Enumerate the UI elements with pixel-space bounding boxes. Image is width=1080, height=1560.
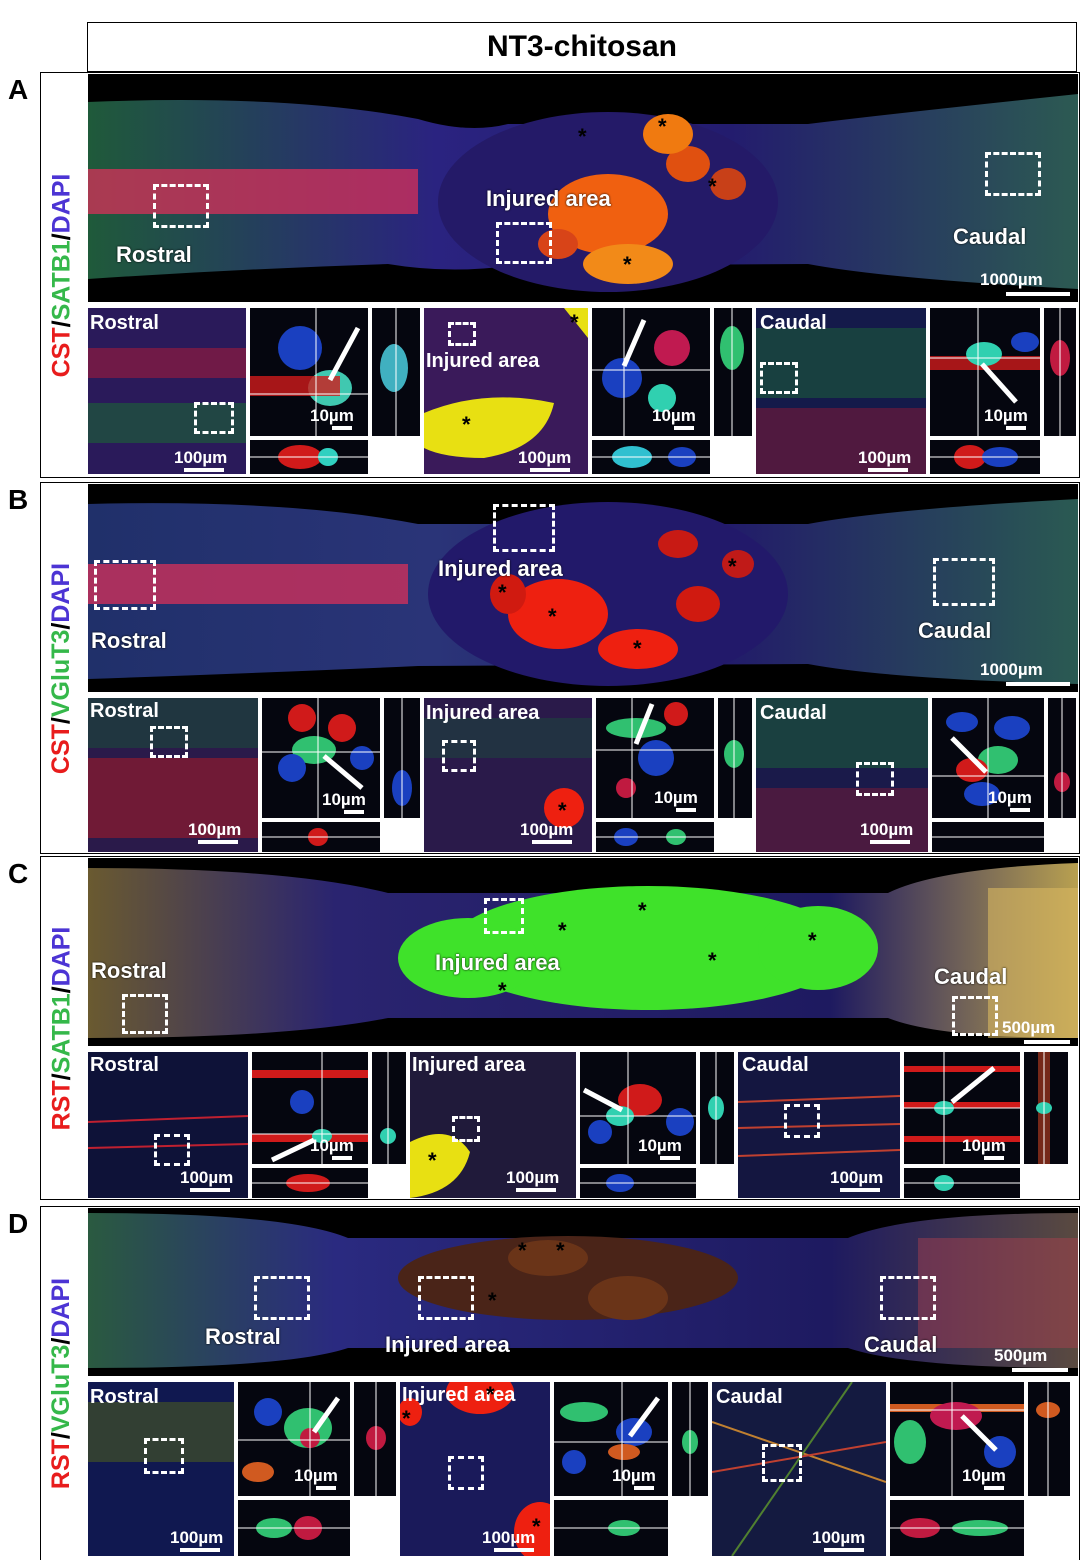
panel-a-injured-low: Injured area * * 100µm xyxy=(424,308,588,474)
panel-c-injured-high: 10µm xyxy=(580,1052,696,1164)
panel-b-overview-image: * * * * Rostral Injured area Caudal 1000… xyxy=(88,484,1078,692)
panel-a-rostral-label: Rostral xyxy=(90,312,159,334)
panel-a-overview-rostral: Rostral xyxy=(116,242,192,267)
panel-b-overview-scalebar xyxy=(1006,682,1070,686)
panel-b-overview-caudal: Caudal xyxy=(918,618,992,643)
panel-d-caudal-low: Caudal 100µm xyxy=(712,1382,886,1556)
panel-d-injured-low: Injured area * * * 100µm xyxy=(400,1382,550,1556)
panel-d-overview-rostral: Rostral xyxy=(205,1324,281,1349)
panel-a-caudal-high: 10µm xyxy=(930,308,1040,436)
panel-b-rostral-label: Rostral xyxy=(90,700,159,722)
panel-c-overview-caudal: Caudal xyxy=(934,964,1008,989)
panel-d-overview-scale: 500µm xyxy=(994,1346,1048,1365)
panel-d-overview-caudal: Caudal xyxy=(864,1332,938,1357)
panel-d-rostral-label: Rostral xyxy=(90,1386,159,1408)
panel-a-overview-scalebar xyxy=(1006,292,1070,296)
panel-c-overview-scale: 500µm xyxy=(1002,1018,1056,1037)
panel-d-caudal-label: Caudal xyxy=(716,1386,783,1408)
panel-a-overview-image: * * * * Rostral Injured area Caudal 1000… xyxy=(88,74,1078,302)
panel-d-injured-high: 10µm xyxy=(554,1382,668,1496)
panel-c-injured-low: Injured area * 100µm xyxy=(410,1052,576,1198)
panel-d-rostral-high: 10µm xyxy=(238,1382,350,1496)
panel-c-overview-rostral: Rostral xyxy=(91,958,167,983)
panel-a-overview-injured: Injured area xyxy=(486,186,611,211)
panel-d-caudal-high: 10µm xyxy=(890,1382,1024,1496)
panel-b-injured-label: Injured area xyxy=(426,702,540,724)
panel-a-rostral-high: 10µm xyxy=(250,308,368,436)
panel-a-rostral-low: Rostral 100µm xyxy=(88,308,246,474)
panel-a-overview-scale: 1000µm xyxy=(980,270,1043,289)
panel-letter-c: C xyxy=(8,858,29,889)
panel-a-overview-caudal: Caudal xyxy=(953,224,1027,249)
figure-title: NT3-chitosan xyxy=(486,30,678,63)
panel-c-stain-label: RST/SATB1/DAPI xyxy=(47,926,76,1130)
panel-c-rostral-low: Rostral 100µm xyxy=(88,1052,248,1198)
panel-b-caudal-high: 10µm xyxy=(932,698,1044,818)
panel-d-overview-injured: Injured area xyxy=(385,1332,510,1357)
figure-header: NT3-chitosan xyxy=(87,22,1077,72)
panel-b-overview-injured: Injured area xyxy=(438,556,563,581)
panel-c-rostral-label: Rostral xyxy=(90,1054,159,1076)
panel-letter-a: A xyxy=(8,74,29,105)
panel-d-rostral-low: Rostral 100µm xyxy=(88,1382,234,1556)
panel-d-overview-scalebar xyxy=(1012,1368,1068,1372)
panel-d-overview-image: * * * Rostral Injured area Caudal 500µm xyxy=(88,1208,1078,1376)
panel-a-caudal-low: Caudal 100µm xyxy=(756,308,926,474)
panel-a-injured-label: Injured area xyxy=(426,350,540,372)
panel-a-caudal-label: Caudal xyxy=(760,312,827,334)
panel-b-overview-rostral: Rostral xyxy=(91,628,167,653)
panel-c-caudal-label: Caudal xyxy=(742,1054,809,1076)
panel-d-stain-label: RST/VGluT3/DAPI xyxy=(47,1277,76,1489)
panel-a-injured-high: 10µm xyxy=(592,308,710,436)
panel-c-rostral-high: 10µm xyxy=(252,1052,368,1164)
panel-b-rostral-low: Rostral 100µm xyxy=(88,698,258,852)
panel-c-overview-scalebar xyxy=(1024,1040,1070,1044)
panel-b-rostral-high: 10µm xyxy=(262,698,380,818)
panel-c-injured-label: Injured area xyxy=(412,1054,526,1076)
panel-b-caudal-label: Caudal xyxy=(760,702,827,724)
panel-b-overview-scale: 1000µm xyxy=(980,660,1043,679)
panel-b-stain-label: CST/VGluT3/DAPI xyxy=(47,562,76,774)
panel-b-caudal-low: Caudal 100µm xyxy=(756,698,928,852)
panel-c-overview-image: * * * * * Rostral Injured area Caudal 50… xyxy=(88,858,1078,1046)
panel-letter-b: B xyxy=(8,484,29,515)
panel-d-injured-label: Injured area xyxy=(402,1384,516,1406)
panel-c-caudal-low: Caudal 100µm xyxy=(738,1052,900,1198)
panel-letter-d: D xyxy=(8,1208,29,1239)
panel-a-stain-label: CST/SATB1/DAPI xyxy=(47,173,76,377)
panel-c-caudal-high: 10µm xyxy=(904,1052,1020,1164)
panel-b-injured-high: 10µm xyxy=(596,698,714,818)
panel-b-injured-low: Injured area * 100µm xyxy=(424,698,592,852)
panel-c-overview-injured: Injured area xyxy=(435,950,560,975)
